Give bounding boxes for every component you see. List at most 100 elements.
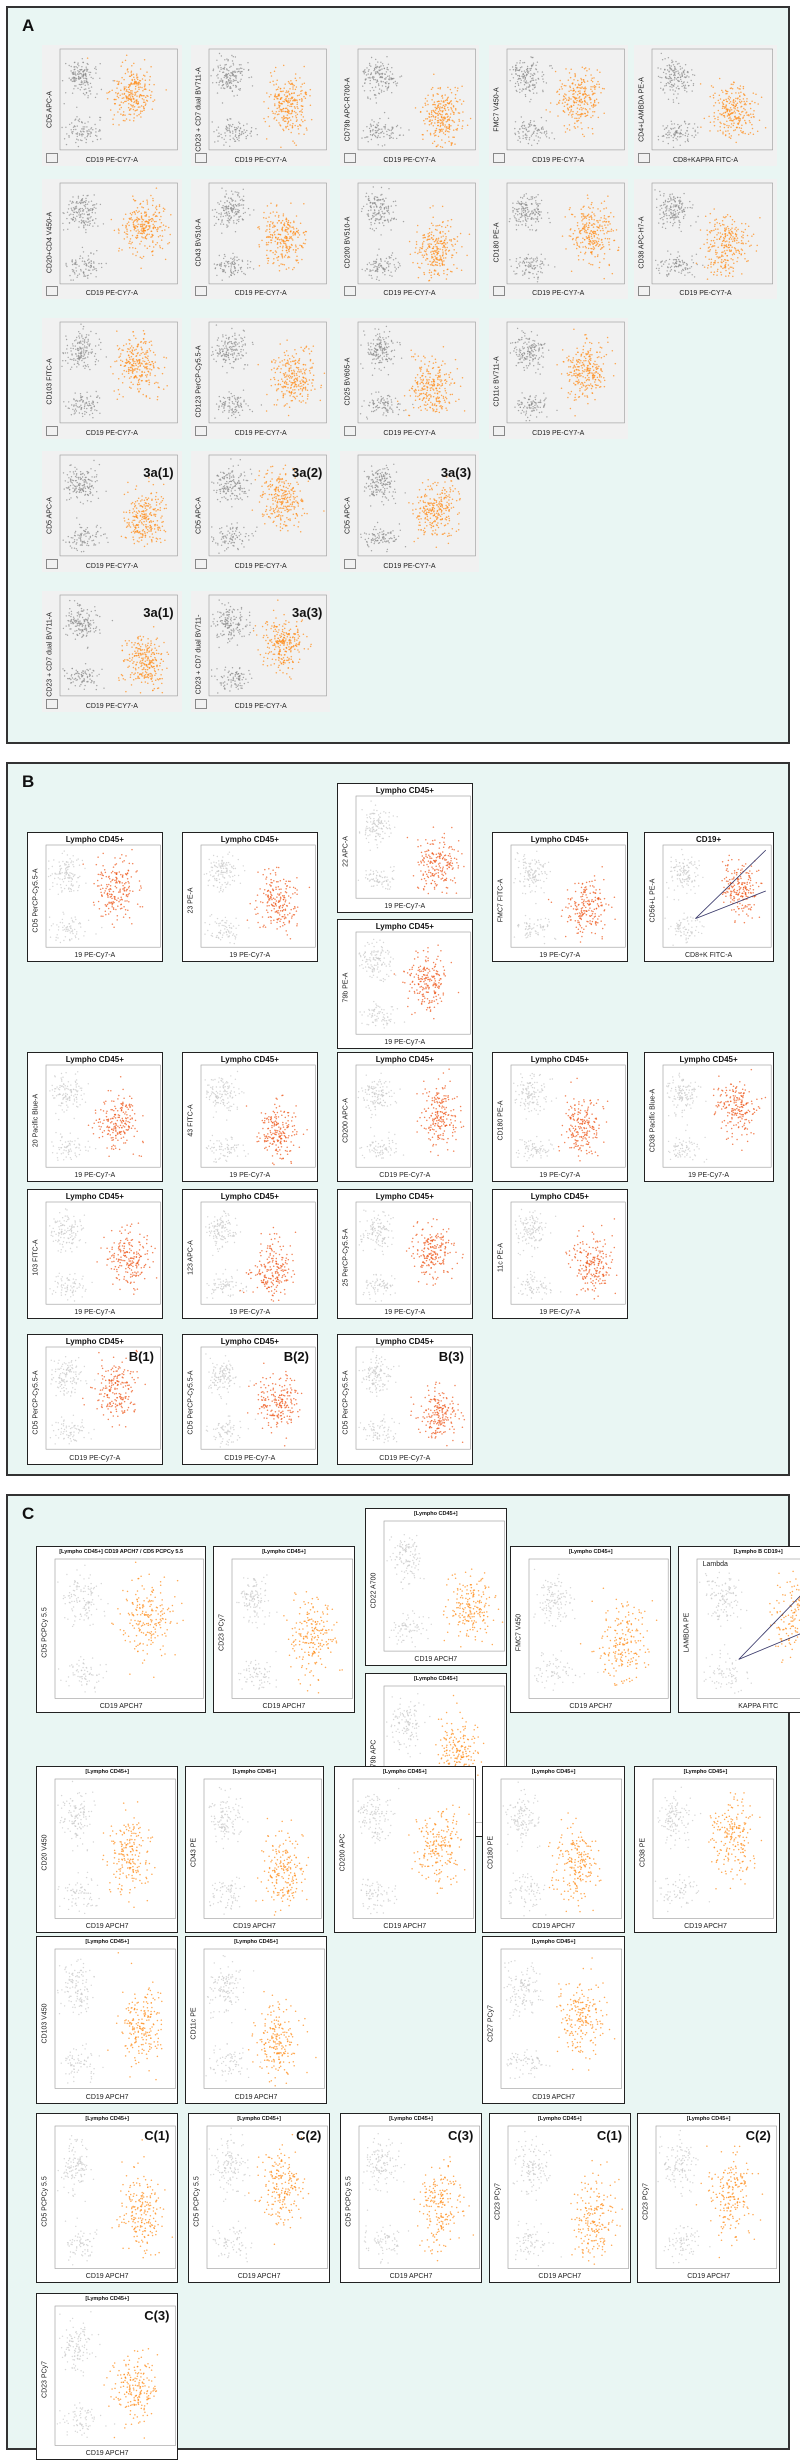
event-dot — [422, 240, 425, 242]
event-dot — [133, 225, 136, 228]
event-dot — [539, 263, 541, 265]
event-dot — [156, 208, 158, 210]
event-dot — [446, 102, 448, 104]
event-dot — [433, 268, 436, 271]
event-dot — [117, 92, 120, 95]
event-dot — [265, 92, 268, 94]
event-dot — [266, 257, 269, 259]
event-dot — [689, 123, 691, 125]
event-dot — [124, 88, 126, 90]
event-dot — [670, 211, 672, 213]
event-dot — [591, 94, 593, 96]
event-dot — [667, 143, 670, 145]
event-dot — [271, 236, 274, 238]
event-dot — [680, 264, 682, 266]
event-dot — [76, 138, 78, 141]
event-dot — [659, 208, 661, 211]
event-dot — [521, 131, 524, 133]
event-dot — [542, 81, 544, 83]
event-dot — [580, 212, 582, 215]
event-dot — [229, 130, 231, 133]
event-dot — [524, 222, 526, 225]
event-dot — [519, 216, 521, 218]
event-dot — [527, 253, 529, 255]
event-dot — [84, 223, 87, 225]
event-dot — [296, 119, 298, 121]
event-dot — [655, 267, 658, 269]
event-dot — [82, 128, 84, 130]
event-dot — [124, 59, 127, 62]
event-dot — [440, 240, 442, 242]
event-dot — [82, 83, 84, 85]
event-dot — [600, 241, 603, 243]
event-dot — [414, 246, 417, 249]
event-dot — [122, 119, 125, 122]
event-dot — [673, 74, 675, 77]
event-dot — [542, 128, 544, 130]
event-dot — [674, 258, 676, 260]
event-dot — [712, 86, 715, 89]
event-dot — [125, 90, 128, 93]
event-dot — [390, 133, 392, 135]
event-dot — [221, 206, 223, 208]
event-dot — [298, 94, 300, 97]
event-dot — [144, 236, 147, 239]
event-dot — [379, 213, 381, 216]
event-dot — [361, 207, 363, 209]
event-dot — [545, 136, 547, 138]
event-dot — [73, 66, 75, 68]
event-dot — [686, 75, 688, 77]
event-dot — [530, 202, 532, 204]
event-dot — [425, 252, 427, 255]
event-dot — [438, 112, 441, 115]
event-dot — [73, 88, 75, 90]
event-dot — [162, 209, 165, 212]
event-dot — [296, 101, 298, 104]
event-dot — [752, 113, 755, 116]
event-dot — [519, 82, 521, 84]
event-dot — [524, 264, 526, 266]
event-dot — [692, 83, 695, 85]
event-dot — [591, 133, 594, 135]
event-dot — [442, 272, 445, 274]
event-dot — [433, 240, 435, 242]
event-dot — [434, 256, 437, 259]
event-dot — [144, 226, 146, 229]
event-dot — [302, 116, 304, 118]
event-dot — [96, 93, 98, 95]
event-dot — [732, 83, 734, 86]
event-dot — [151, 91, 153, 93]
event-dot — [538, 210, 540, 213]
event-dot — [605, 206, 607, 209]
event-dot — [612, 229, 614, 231]
event-dot — [528, 85, 531, 87]
event-dot — [570, 213, 572, 215]
event-dot — [674, 204, 677, 206]
event-dot — [131, 105, 133, 107]
event-dot — [82, 61, 84, 64]
event-dot — [440, 235, 442, 238]
event-dot — [375, 130, 378, 132]
event-dot — [123, 79, 125, 81]
scatter-plot: CD19 PE-CY7-A CD23 + CD7 dual BV711-A — [190, 45, 331, 167]
event-dot — [428, 271, 430, 273]
event-dot — [373, 208, 375, 211]
event-dot — [659, 190, 661, 192]
event-dot — [456, 87, 459, 90]
event-dot — [678, 126, 681, 128]
event-dot — [661, 226, 664, 228]
event-dot — [86, 217, 89, 219]
event-dot — [265, 138, 268, 140]
event-dot — [730, 112, 733, 115]
event-dot — [160, 215, 162, 217]
event-dot — [133, 106, 136, 108]
event-dot — [228, 127, 230, 130]
event-dot — [588, 97, 591, 100]
event-dot — [296, 106, 298, 108]
event-dot — [288, 112, 290, 115]
event-dot — [378, 118, 381, 120]
event-dot — [515, 228, 517, 230]
event-dot — [363, 137, 366, 139]
event-dot — [666, 220, 669, 223]
event-dot — [275, 210, 278, 213]
